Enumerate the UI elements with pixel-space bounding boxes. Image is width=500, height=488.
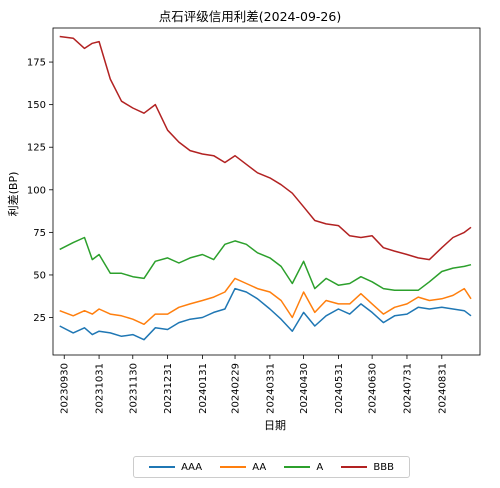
series-line-aa <box>59 277 472 326</box>
legend-item-aa: AA <box>220 462 266 473</box>
chart-legend: AAA AA A BBB <box>133 456 410 478</box>
y-tick-label: 50 <box>33 270 46 281</box>
y-tick-label: 125 <box>27 143 46 154</box>
x-tick-label: 20231130 <box>128 363 139 414</box>
y-tick-label: 25 <box>33 313 46 324</box>
legend-swatch <box>284 466 311 468</box>
series-line-a <box>59 236 472 292</box>
plot-frame <box>52 27 481 356</box>
series-line-aaa <box>59 287 472 341</box>
legend-label: AA <box>252 461 267 473</box>
legend-label: AAA <box>181 461 203 473</box>
legend-item-bbb: BBB <box>341 462 394 473</box>
x-tick-label: 20240531 <box>334 363 345 414</box>
x-tick-label: 20240331 <box>265 363 276 414</box>
legend-swatch <box>341 466 368 468</box>
x-tick-label: 20240131 <box>198 363 209 414</box>
x-tick-label: 20240229 <box>231 363 242 414</box>
x-tick-label: 20230930 <box>60 363 71 414</box>
x-tick-label: 20231031 <box>95 363 106 414</box>
legend-item-a: A <box>284 462 323 473</box>
chart-title: 点石评级信用利差(2024-09-26) <box>158 9 342 24</box>
y-tick-label: 150 <box>27 100 46 111</box>
legend-swatch <box>149 466 176 468</box>
x-tick-label: 20231231 <box>163 363 174 414</box>
y-tick-label: 175 <box>27 58 46 69</box>
series-line-bbb <box>59 35 472 261</box>
y-axis-label: 利差(BP) <box>7 171 20 217</box>
legend-item-aaa: AAA <box>149 462 202 473</box>
y-tick-label: 75 <box>33 228 46 239</box>
x-tick-label: 20240430 <box>299 363 310 414</box>
x-tick-label: 20240630 <box>368 363 379 414</box>
x-tick-label: 20240831 <box>437 363 448 414</box>
x-axis-label: 日期 <box>264 419 286 432</box>
legend-swatch <box>220 466 247 468</box>
y-tick-label: 100 <box>27 185 46 196</box>
legend-label: BBB <box>373 461 394 473</box>
x-tick-label: 20240731 <box>402 363 413 414</box>
legend-label: A <box>316 461 324 473</box>
